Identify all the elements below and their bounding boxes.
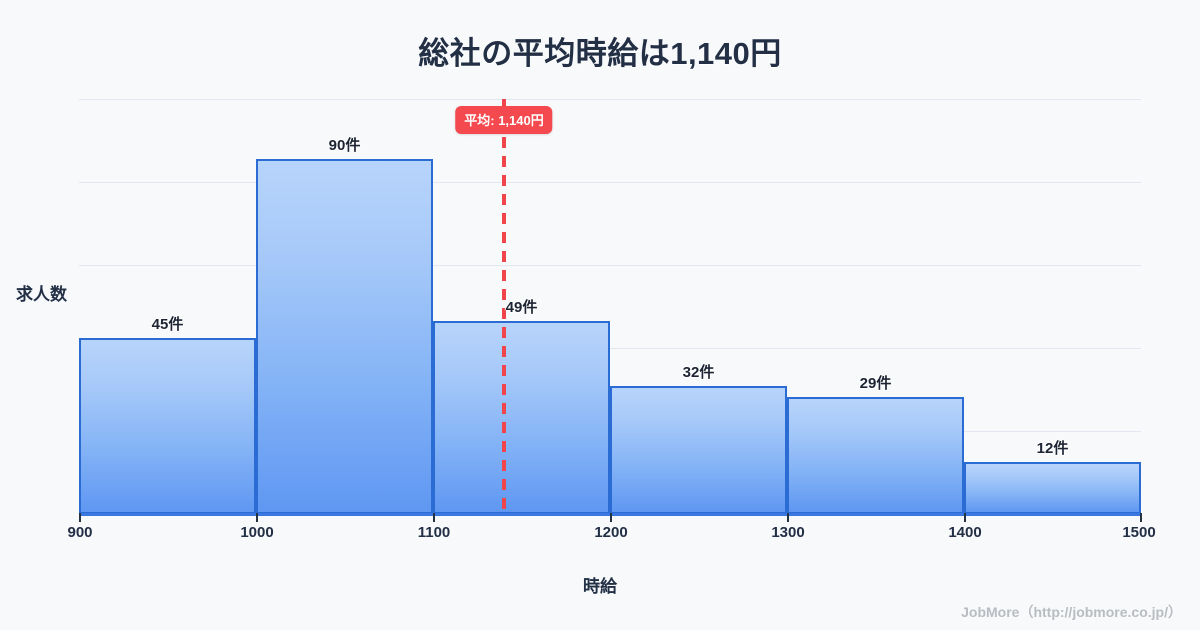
bar-value-label: 32件	[682, 364, 715, 381]
x-axis-tick	[79, 513, 81, 522]
x-axis-tick-label: 1500	[1122, 524, 1156, 541]
x-axis-tick-label: 1100	[417, 524, 451, 541]
average-badge: 平均: 1,140円	[455, 106, 553, 134]
histogram-bar[interactable]	[610, 386, 787, 514]
histogram-bar[interactable]	[433, 321, 610, 514]
x-axis-tick	[1140, 513, 1142, 522]
x-axis-tick-label: 1300	[771, 524, 805, 541]
bar-value-label: 12件	[1036, 440, 1069, 457]
histogram-bar[interactable]	[964, 462, 1141, 514]
x-axis-tick	[964, 513, 966, 522]
bar-value-label: 49件	[505, 299, 538, 316]
x-axis-tick-label: 900	[67, 524, 93, 541]
x-axis-tick	[433, 513, 435, 522]
x-axis-tick-label: 1400	[948, 524, 982, 541]
credit-text: JobMore（http://jobmore.co.jp/）	[961, 604, 1182, 620]
x-axis-tick-label: 1000	[240, 524, 274, 541]
gridline	[79, 348, 1141, 349]
gridline	[79, 265, 1141, 266]
histogram-bar[interactable]	[256, 159, 433, 514]
chart-title: 総社の平均時給は1,140円	[418, 36, 782, 71]
x-axis-tick-label: 1200	[594, 524, 628, 541]
x-axis-tick	[256, 513, 258, 522]
gridline	[79, 182, 1141, 183]
bar-value-label: 29件	[859, 375, 892, 392]
x-axis-title: 時給	[583, 577, 617, 596]
y-axis-title: 求人数	[16, 285, 67, 304]
bar-value-label: 90件	[328, 137, 361, 154]
gridline	[79, 99, 1141, 100]
average-line	[502, 99, 506, 514]
bar-value-label: 45件	[151, 316, 184, 333]
x-axis-tick	[610, 513, 612, 522]
histogram-bar[interactable]	[79, 338, 256, 514]
plot-area: 45件 90件 49件 32件 29件 12件	[79, 99, 1141, 514]
histogram-bar[interactable]	[787, 397, 964, 514]
x-axis-tick	[787, 513, 789, 522]
